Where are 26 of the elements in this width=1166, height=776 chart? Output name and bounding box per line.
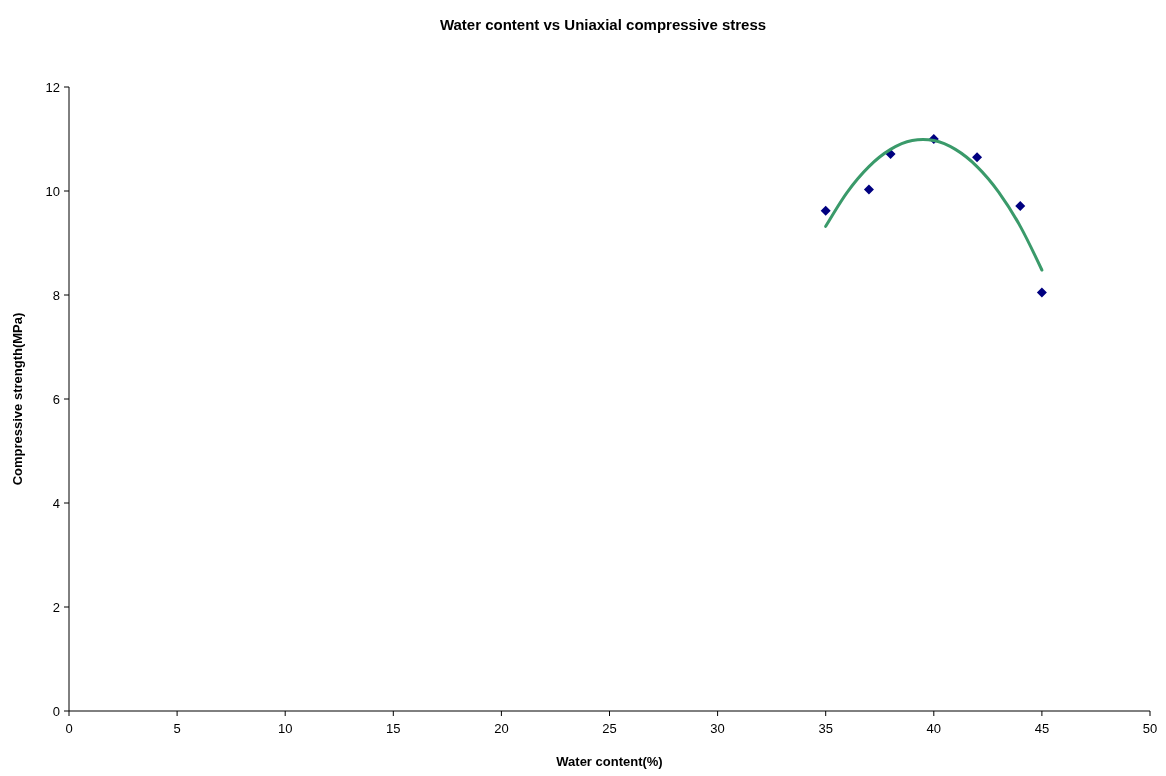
- y-tick-label: 8: [52, 287, 60, 303]
- x-tick-label: 15: [386, 721, 401, 736]
- x-tick-label: 25: [602, 721, 617, 736]
- x-axis-title: Water content(%): [556, 754, 663, 769]
- x-tick-label: 5: [173, 721, 181, 736]
- x-tick-label: 0: [65, 721, 73, 736]
- x-tick-label: 10: [277, 721, 293, 736]
- point: [972, 152, 983, 163]
- y-tick-label: 12: [45, 79, 60, 95]
- point: [863, 184, 874, 195]
- y-tick-label: 2: [52, 599, 60, 615]
- point: [820, 205, 831, 216]
- x-tick-label: 40: [926, 721, 942, 736]
- y-axis-title: Compressive strength(MPa): [10, 312, 25, 486]
- y-tick-label: 10: [45, 183, 60, 199]
- x-tick-label: 30: [710, 721, 725, 736]
- chart-title: Water content vs Uniaxial compressive stress: [439, 16, 767, 33]
- point: [1036, 287, 1047, 298]
- y-tick-label: 6: [52, 391, 60, 407]
- x-tick-label: 20: [494, 721, 509, 736]
- point: [1015, 201, 1026, 212]
- x-tick-label: 50: [1142, 721, 1158, 736]
- y-tick-label: 0: [52, 703, 60, 719]
- x-tick-label: 35: [818, 721, 833, 736]
- y-tick-label: 4: [52, 495, 60, 511]
- x-tick-label: 45: [1034, 721, 1050, 736]
